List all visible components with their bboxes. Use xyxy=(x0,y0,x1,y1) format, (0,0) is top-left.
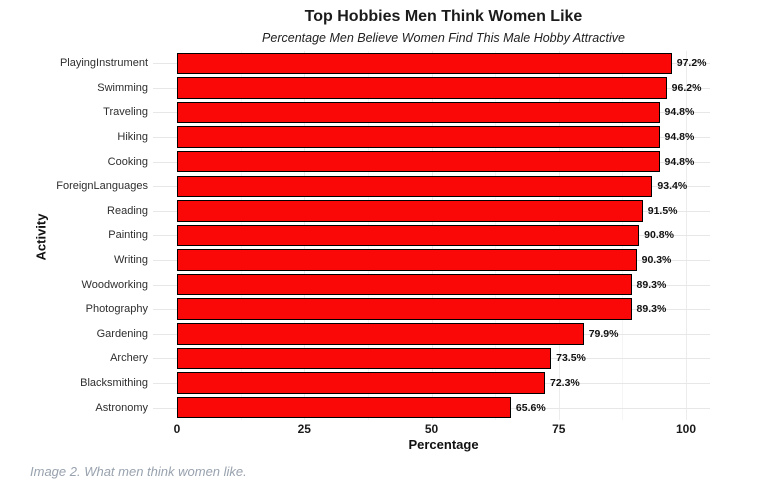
value-label: 94.8% xyxy=(664,131,695,144)
bar-row: Archery 73.5% xyxy=(0,346,768,371)
bar-row: Writing 90.3% xyxy=(0,248,768,273)
category-label: ForeignLanguages xyxy=(56,180,148,193)
value-label: 90.3% xyxy=(641,254,672,267)
bar xyxy=(177,77,667,99)
value-label: 89.3% xyxy=(636,303,667,316)
bar-row: Astronomy 65.6% xyxy=(0,395,768,420)
category-label: Cooking xyxy=(107,155,148,168)
bar-row: Cooking 94.8% xyxy=(0,149,768,174)
bar xyxy=(177,396,511,419)
value-label: 72.3% xyxy=(550,377,580,390)
category-label: Swimming xyxy=(97,81,148,94)
bar-row: Painting 90.8% xyxy=(0,223,768,248)
bar xyxy=(177,224,640,247)
bar xyxy=(177,126,660,148)
bar-track: 97.2% xyxy=(153,51,710,76)
bar-track: 94.8% xyxy=(153,125,710,150)
chart-subtitle: Percentage Men Believe Women Find This M… xyxy=(262,31,625,45)
value-label: 89.3% xyxy=(636,278,667,291)
bar xyxy=(177,347,552,370)
x-axis-label: Percentage xyxy=(408,437,479,452)
category-label: Blacksmithing xyxy=(80,377,148,390)
x-axis-ticks: 0 25 50 75 100 xyxy=(0,422,768,436)
bar xyxy=(177,323,584,345)
bar-track: 89.3% xyxy=(153,272,710,297)
x-tick-label: 0 xyxy=(173,422,181,436)
bar-row: Traveling 94.8% xyxy=(0,100,768,125)
plot-panel: PlayingInstrument 97.2% Swimming 96.2% Trave… xyxy=(0,51,768,420)
image-caption: Image 2. What men think women like. xyxy=(30,464,247,479)
chart-title: Top Hobbies Men Think Women Like xyxy=(304,8,583,25)
bar xyxy=(177,175,653,198)
bar-track: 94.8% xyxy=(153,149,710,174)
bar-row: Blacksmithing 72.3% xyxy=(0,371,768,396)
bar xyxy=(177,298,632,320)
value-label: 97.2% xyxy=(676,57,707,70)
value-label: 65.6% xyxy=(515,401,546,414)
category-label: Woodworking xyxy=(81,278,148,291)
bar-track: 90.3% xyxy=(153,248,710,273)
bar xyxy=(177,372,545,394)
x-tick-label: 100 xyxy=(675,422,697,436)
bar-row: Woodworking 89.3% xyxy=(0,272,768,297)
bar-row: ForeignLanguages 93.4% xyxy=(0,174,768,199)
value-label: 91.5% xyxy=(647,204,678,217)
bar xyxy=(177,52,672,75)
category-label: Painting xyxy=(108,229,148,242)
y-axis-label: Activity xyxy=(33,213,49,261)
bar xyxy=(177,249,637,271)
bar-track: 90.8% xyxy=(153,223,710,248)
category-label: PlayingInstrument xyxy=(59,57,148,70)
bar-track: 73.5% xyxy=(153,346,710,371)
bar-row: Hiking 94.8% xyxy=(0,125,768,150)
bar-track: 93.4% xyxy=(153,174,710,199)
x-tick-label: 50 xyxy=(424,422,439,436)
value-label: 94.8% xyxy=(664,106,695,119)
value-label: 79.9% xyxy=(588,327,619,340)
bar-track: 89.3% xyxy=(153,297,710,322)
value-label: 96.2% xyxy=(671,81,702,94)
category-label: Archery xyxy=(110,352,148,365)
x-tick-label: 75 xyxy=(552,422,566,436)
bar-track: 79.9% xyxy=(153,322,710,347)
bar-track: 72.3% xyxy=(153,371,710,396)
bar-row: Swimming 96.2% xyxy=(0,76,768,101)
bar-track: 94.8% xyxy=(153,100,710,125)
bar xyxy=(177,273,632,296)
category-label: Gardening xyxy=(96,327,148,340)
bar-track: 96.2% xyxy=(153,76,710,101)
value-label: 73.5% xyxy=(556,352,586,365)
category-label: Reading xyxy=(107,204,148,217)
category-label: Traveling xyxy=(103,106,148,119)
bar-row: Reading 91.5% xyxy=(0,199,768,224)
category-label: Writing xyxy=(113,254,148,267)
bar xyxy=(177,200,643,222)
category-label: Hiking xyxy=(117,131,148,144)
bar xyxy=(177,150,660,173)
bar-rows: PlayingInstrument 97.2% Swimming 96.2% Trave… xyxy=(0,51,768,420)
value-label: 93.4% xyxy=(657,180,688,193)
value-label: 90.8% xyxy=(644,229,674,242)
category-label: Photography xyxy=(85,303,148,316)
bar-row: PlayingInstrument 97.2% xyxy=(0,51,768,76)
bar-track: 65.6% xyxy=(153,395,710,420)
bar-row: Gardening 79.9% xyxy=(0,322,768,347)
bar xyxy=(177,101,660,124)
value-label: 94.8% xyxy=(664,155,695,168)
chart-header: Top Hobbies Men Think Women Like Percent… xyxy=(177,7,710,45)
x-tick-label: 25 xyxy=(297,422,311,436)
bar-track: 91.5% xyxy=(153,199,710,224)
bar-row: Photography 89.3% xyxy=(0,297,768,322)
category-label: Astronomy xyxy=(95,401,148,414)
